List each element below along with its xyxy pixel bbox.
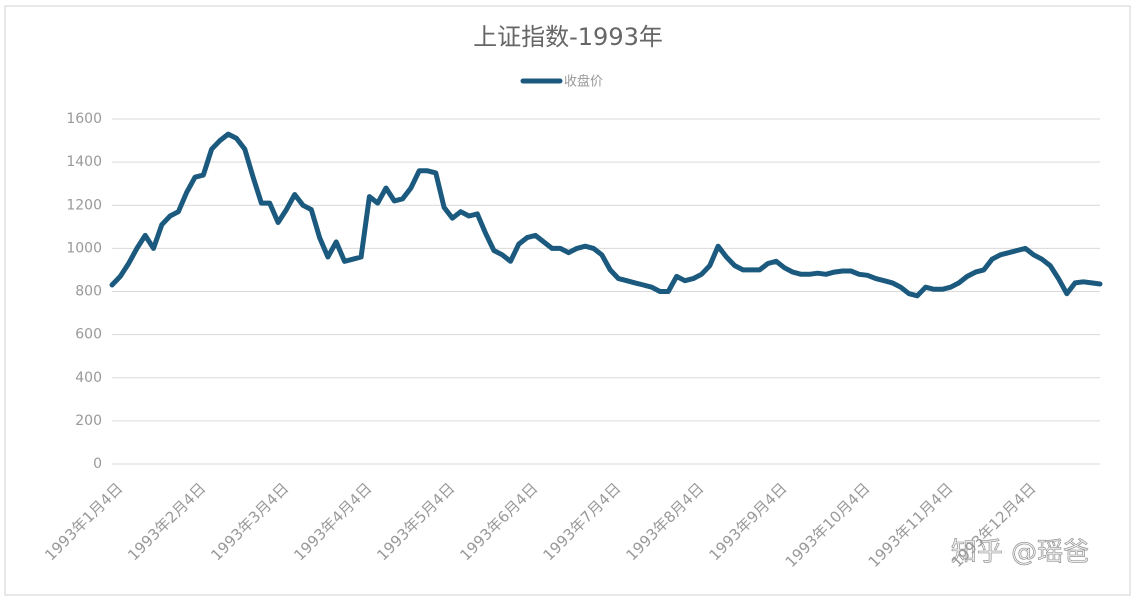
y-tick-label: 400 — [75, 370, 102, 386]
frame — [4, 5, 1131, 596]
y-tick-label: 0 — [93, 456, 102, 472]
line — [109, 131, 1103, 299]
legend-label: 收盘价 — [564, 74, 603, 90]
y-tick-label: 200 — [75, 413, 102, 429]
y-tick-label: 1000 — [66, 240, 102, 256]
y-tick-label: 600 — [75, 327, 102, 343]
chart-title: 上证指数-1993年 — [473, 23, 663, 51]
y-tick-label: 1200 — [66, 197, 102, 213]
y-tick-label: 1600 — [66, 111, 102, 127]
watermark: 知乎 @瑶爸 — [951, 538, 1089, 568]
y-tick-label: 1400 — [66, 154, 102, 170]
y-tick-label: 800 — [75, 284, 102, 300]
